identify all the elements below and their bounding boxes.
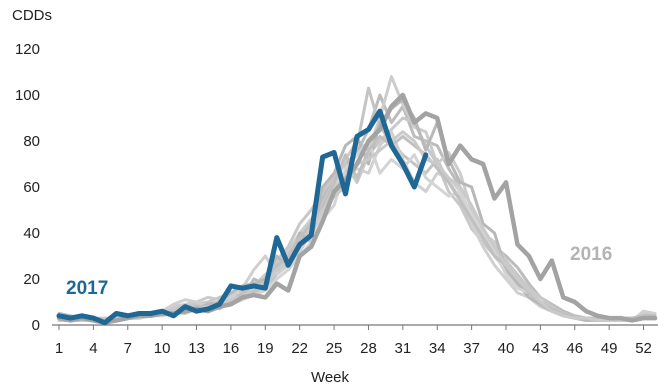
x-tick-label: 46 (566, 340, 583, 357)
history-series-group (57, 75, 657, 322)
x-tick-label: 52 (635, 340, 652, 357)
x-tick-label: 31 (395, 340, 412, 357)
series-line-2016 (56, 92, 658, 325)
recent-series-group (56, 92, 658, 325)
history-series-line (57, 75, 657, 322)
y-axis-ticks: 0 20 40 60 80 100 120 (15, 41, 40, 334)
series-label-2016: 2016 (570, 244, 612, 265)
y-tick-label: 60 (23, 179, 40, 196)
y-tick-label: 100 (15, 87, 40, 104)
x-tick-label: 37 (463, 340, 480, 357)
y-tick-label: 20 (23, 271, 40, 288)
x-axis: 1 4 7 10 13 16 19 22 25 28 31 34 37 40 43 46 49 52 (52, 324, 658, 357)
x-tick-label: 13 (188, 340, 205, 357)
x-ticks: 1 4 7 10 13 16 19 22 25 28 31 34 37 40 43 46 49 52 (55, 325, 652, 357)
x-tick-label: 22 (291, 340, 308, 357)
series-line-2017 (56, 108, 429, 326)
x-tick-label: 1 (55, 340, 63, 357)
highlight-series-group (56, 108, 429, 326)
x-axis-title: Week (311, 369, 350, 386)
y-tick-label: 0 (32, 317, 40, 334)
y-tick-label: 80 (23, 133, 40, 150)
y-tick-label: 40 (23, 225, 40, 242)
x-tick-label: 43 (532, 340, 549, 357)
x-tick-label: 19 (257, 340, 274, 357)
x-tick-label: 7 (124, 340, 132, 357)
x-tick-label: 28 (360, 340, 377, 357)
y-axis-title: CDDs (12, 7, 52, 24)
history-series-line (57, 93, 657, 322)
y-tick-label: 120 (15, 41, 40, 58)
history-series-line (57, 98, 657, 322)
x-tick-label: 40 (498, 340, 515, 357)
x-tick-label: 25 (326, 340, 343, 357)
x-tick-label: 34 (429, 340, 446, 357)
x-tick-label: 49 (601, 340, 618, 357)
x-tick-label: 16 (223, 340, 240, 357)
series-label-2017: 2017 (66, 278, 108, 299)
history-series-line (57, 86, 657, 322)
x-tick-label: 4 (89, 340, 97, 357)
x-tick-label: 10 (154, 340, 171, 357)
